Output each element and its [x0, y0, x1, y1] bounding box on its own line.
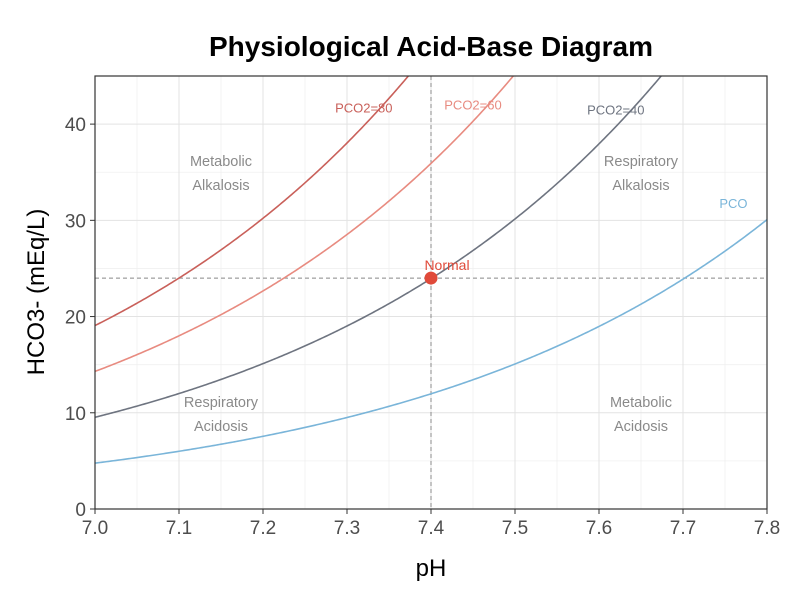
- x-tick-label: 7.5: [502, 518, 528, 539]
- normal-point-group: Normal: [424, 257, 470, 285]
- normal-point: [424, 271, 438, 285]
- region-label-line1: Respiratory: [184, 395, 259, 411]
- curve-labels: PCO2=80 PCO2=60 PCO2=40 PCO: [335, 98, 747, 211]
- curve-label-pco2-40: PCO2=40: [587, 102, 644, 117]
- x-tick-label: 7.0: [82, 518, 108, 539]
- y-axis-ticks: 0 10 20 30 40: [65, 115, 95, 521]
- region-label-line2: Acidosis: [614, 419, 668, 435]
- curve-label-pco2-80: PCO2=80: [335, 101, 392, 116]
- x-tick-label: 7.7: [670, 518, 696, 539]
- region-label-line2: Acidosis: [194, 419, 248, 435]
- pco2-curves: [94, 75, 768, 464]
- x-axis-ticks: 7.0 7.1 7.2 7.3 7.4 7.5 7.6 7.7 7.8: [82, 509, 780, 539]
- x-axis-title: pH: [416, 555, 447, 582]
- region-label-line2: Alkalosis: [612, 178, 669, 194]
- x-tick-label: 7.3: [334, 518, 360, 539]
- curve-pco2-80: [94, 75, 409, 327]
- x-tick-label: 7.2: [250, 518, 276, 539]
- curve-label-pco: PCO: [719, 196, 747, 211]
- y-tick-label: 40: [65, 115, 86, 136]
- region-label-line2: Alkalosis: [192, 178, 249, 194]
- region-labels: Metabolic Alkalosis Respiratory Alkalosis Re…: [184, 154, 679, 435]
- y-tick-label: 30: [65, 211, 86, 232]
- x-tick-label: 7.6: [586, 518, 612, 539]
- curve-pco2-40: [94, 75, 662, 419]
- curve-pco: [94, 219, 768, 464]
- normal-label: Normal: [424, 257, 469, 273]
- curve-pco2-60: [94, 75, 514, 373]
- y-tick-label: 0: [75, 500, 86, 521]
- y-tick-label: 20: [65, 308, 86, 329]
- region-label-line1: Metabolic: [190, 154, 252, 170]
- y-tick-label: 10: [65, 404, 86, 425]
- region-label-line1: Respiratory: [604, 154, 679, 170]
- x-tick-label: 7.1: [166, 518, 192, 539]
- y-axis-title: HCO3- (mEq/L): [23, 209, 50, 376]
- curve-label-pco2-60: PCO2=60: [444, 98, 501, 113]
- x-tick-label: 7.4: [418, 518, 445, 539]
- x-tick-label: 7.8: [754, 518, 780, 539]
- chart-title: Physiological Acid-Base Diagram: [209, 31, 653, 62]
- region-label-line1: Metabolic: [610, 395, 672, 411]
